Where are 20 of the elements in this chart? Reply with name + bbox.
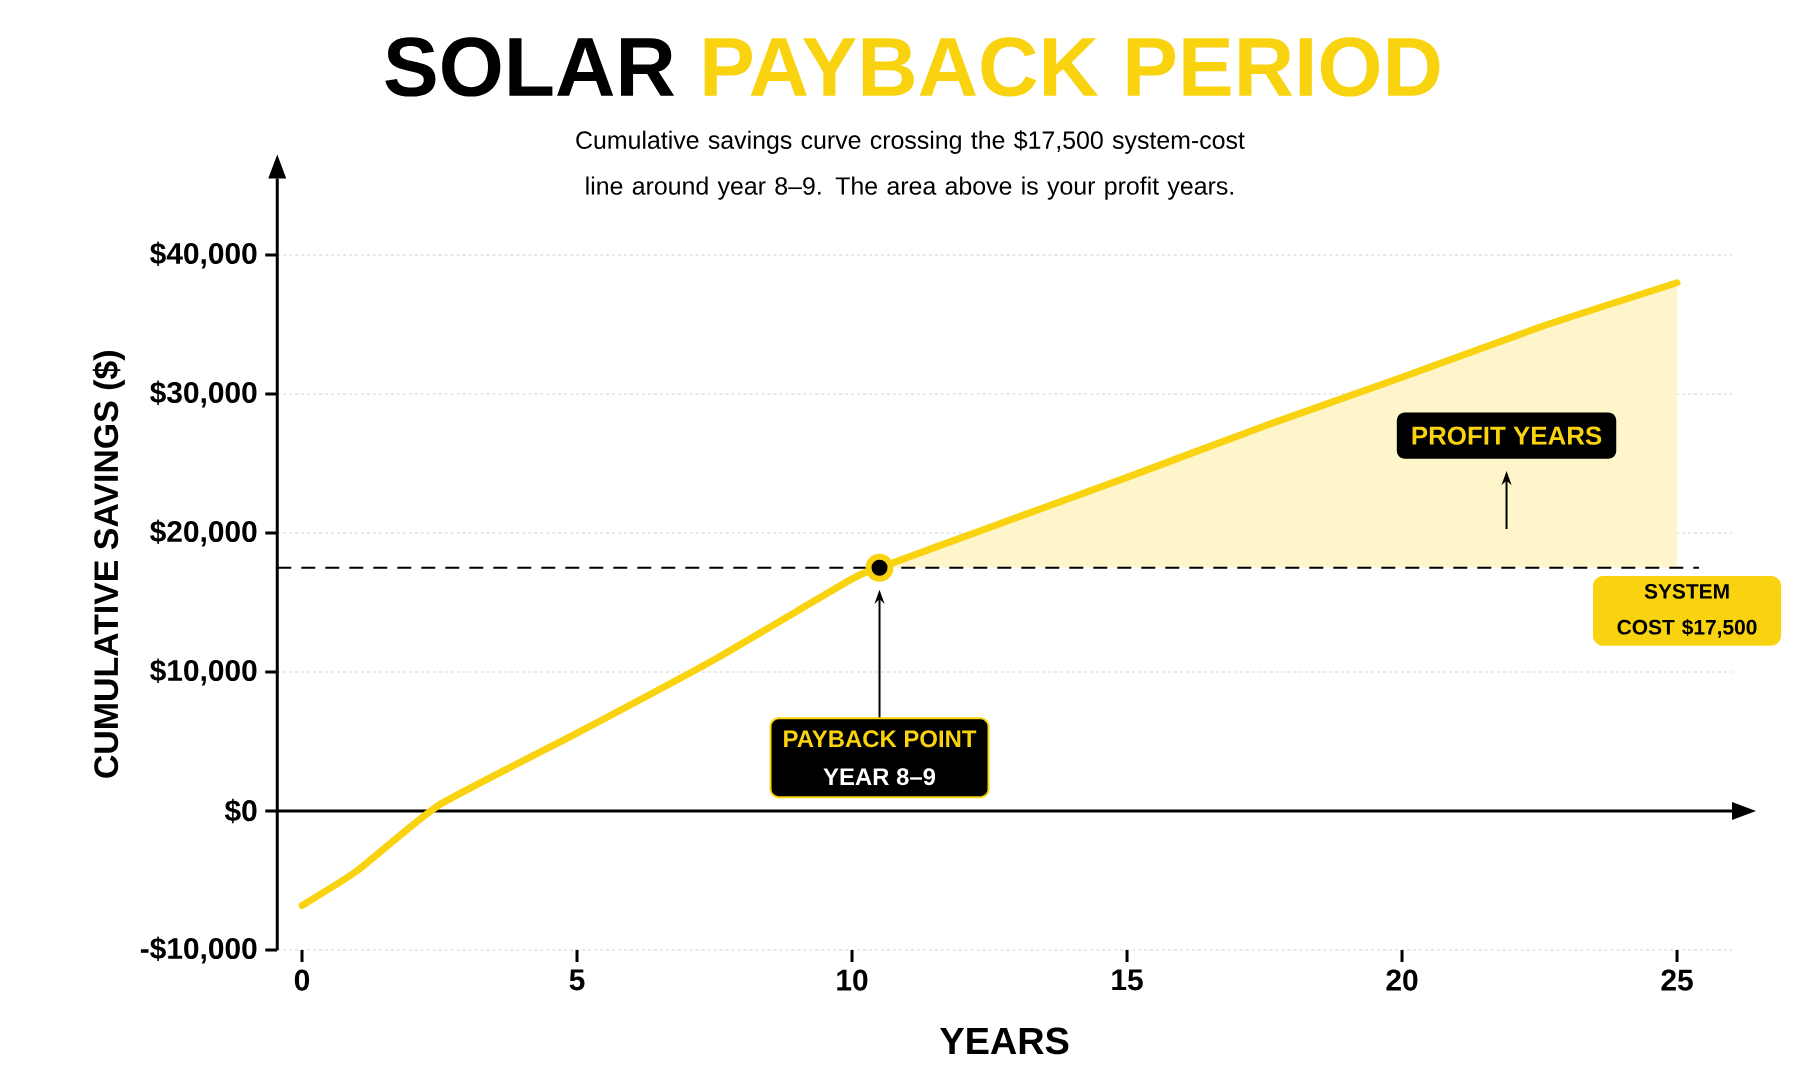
- x-tick-label: 5: [569, 969, 585, 991]
- x-tick-label: 20: [1386, 969, 1418, 991]
- y-tick-label: $10,000: [150, 658, 257, 686]
- annotation: PROFIT YEARS: [1412, 426, 1602, 445]
- y-tick-label: $20,000: [150, 519, 257, 547]
- y-tick-label: $30,000: [150, 380, 257, 408]
- y-tick-label: -$10,000: [140, 936, 257, 964]
- chart-title: SOLAR PAYBACK PERIOD: [385, 37, 1440, 97]
- x-tick-label: 0: [294, 969, 310, 991]
- annotation: PAYBACK POINT: [784, 730, 977, 748]
- chart-subtitle: Cumulative savings curve crossing the $17,500 system-cost line around year 8–9. The area above is your profit years.: [576, 130, 1245, 200]
- x-tick-label: 25: [1661, 969, 1693, 991]
- x-axis-title: YEARS: [940, 1027, 1069, 1055]
- ref-line-label: SYSTEM COST $17,500: [1617, 583, 1757, 638]
- y-axis-title: CUMULATIVE SAVINGS ($): [92, 351, 125, 778]
- annotation: YEAR 8–9: [823, 768, 936, 786]
- x-tick-label: 15: [1112, 969, 1143, 991]
- x-tick-label: 10: [837, 969, 868, 991]
- y-tick-label: $40,000: [150, 241, 257, 269]
- y-tick-label: $0: [224, 798, 257, 824]
